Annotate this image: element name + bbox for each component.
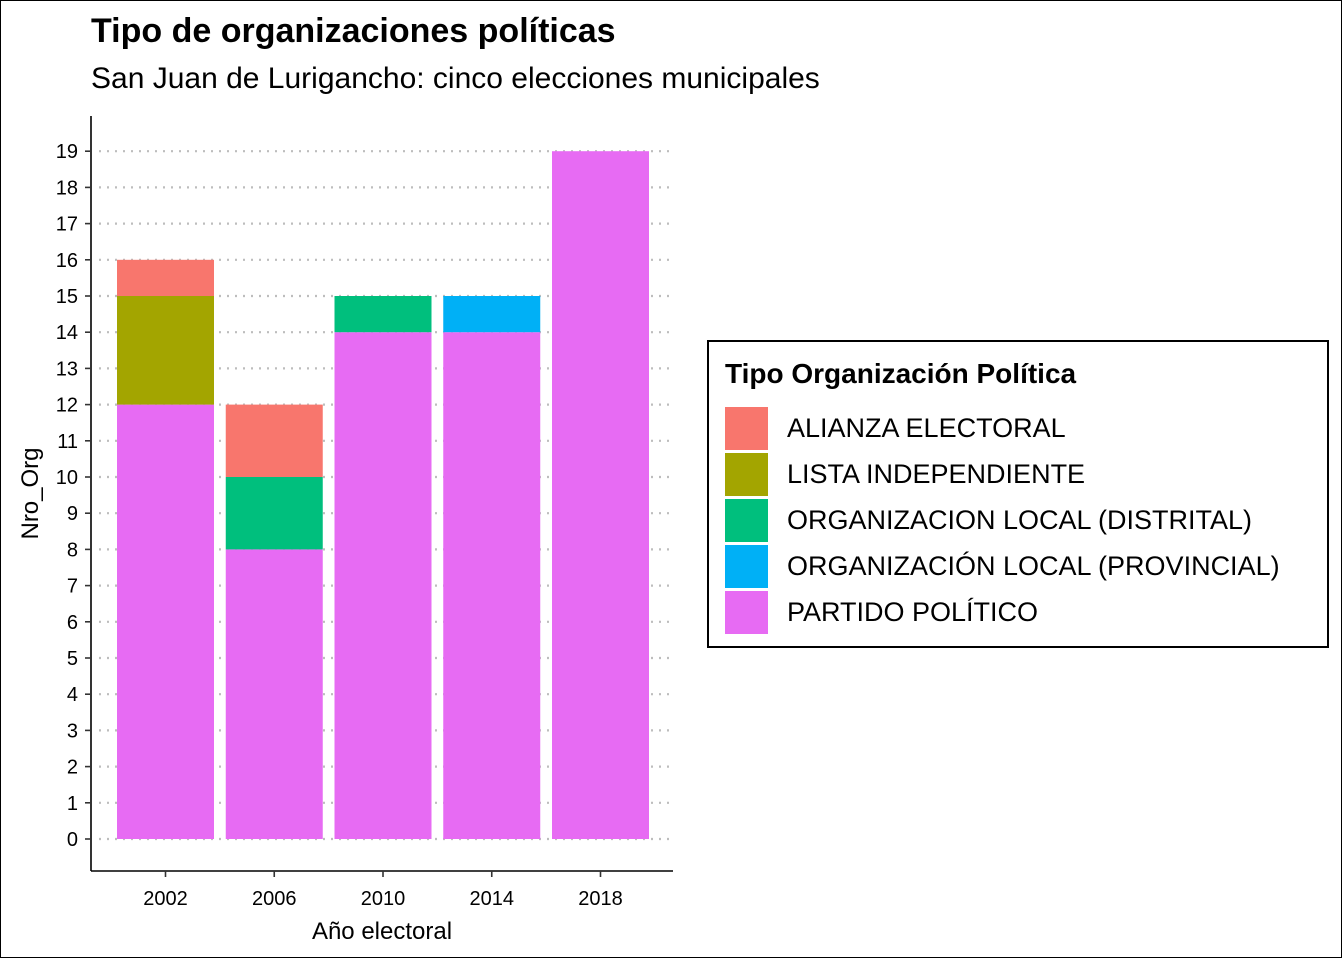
y-tick-label-9: 9 [67, 503, 78, 525]
y-tick-label-17: 17 [56, 214, 78, 236]
chart-subtitle: San Juan de Lurigancho: cinco elecciones… [91, 62, 820, 95]
legend-label: PARTIDO POLÍTICO [787, 596, 1039, 627]
y-tick-label-3: 3 [67, 720, 78, 742]
x-tick-label-2010: 2010 [361, 888, 406, 910]
y-tick-label-18: 18 [56, 177, 78, 199]
y-tick-label-6: 6 [67, 612, 78, 634]
y-tick-label-13: 13 [56, 358, 78, 380]
bar-2002-partido-pol-tico [117, 404, 214, 839]
legend-label: ORGANIZACIÓN LOCAL (PROVINCIAL) [787, 550, 1280, 581]
legend-key [725, 590, 768, 634]
y-tick-label-0: 0 [67, 829, 78, 851]
y-tick-label-12: 12 [56, 395, 78, 417]
y-tick-label-11: 11 [57, 431, 78, 453]
bar-2014-organizaci-n-local-provincial- [443, 296, 541, 333]
legend-label: ORGANIZACION LOCAL (DISTRITAL) [787, 504, 1253, 535]
legend-item: PARTIDO POLÍTICO [725, 590, 1038, 634]
legend-item: ORGANIZACION LOCAL (DISTRITAL) [725, 498, 1252, 542]
y-tick-label-8: 8 [67, 539, 78, 561]
y-tick-label-19: 19 [56, 141, 78, 163]
legend: Tipo Organización Política ALIANZA ELECT… [707, 340, 1329, 648]
legend-key [725, 452, 768, 496]
x-tick-label-2002: 2002 [143, 888, 188, 910]
y-tick-label-16: 16 [56, 250, 78, 272]
x-axis-title: Año electoral [312, 918, 452, 945]
bar-2010-partido-pol-tico [334, 332, 432, 839]
y-tick-label-2: 2 [67, 757, 78, 779]
legend-item: LISTA INDEPENDIENTE [725, 452, 1085, 496]
legend-item: ORGANIZACIÓN LOCAL (PROVINCIAL) [725, 544, 1280, 588]
x-tick-label-2014: 2014 [470, 888, 515, 910]
bar-2014-partido-pol-tico [443, 332, 541, 839]
y-axis-title: Nro_Org [17, 447, 44, 539]
bar-2002-alianza-electoral [117, 259, 214, 296]
y-tick-label-5: 5 [67, 648, 78, 670]
bar-2006-partido-pol-tico [225, 549, 323, 839]
bar-2002-lista-independiente [117, 296, 214, 405]
legend-key [725, 498, 768, 542]
legend-key [725, 544, 768, 588]
legend-label: LISTA INDEPENDIENTE [787, 458, 1086, 489]
x-tick-label-2006: 2006 [252, 888, 297, 910]
chart-title: Tipo de organizaciones políticas [91, 12, 616, 50]
bar-2018-partido-pol-tico [552, 151, 649, 839]
y-tick-label-4: 4 [67, 684, 78, 706]
x-tick-label-2018: 2018 [578, 888, 623, 910]
bar-2006-organizacion-local-distrital- [225, 477, 323, 550]
legend-label: ALIANZA ELECTORAL [787, 412, 1066, 443]
y-tick-label-14: 14 [56, 322, 78, 344]
bar-2006-alianza-electoral [225, 404, 323, 477]
y-tick-label-1: 1 [67, 793, 78, 815]
bar-2010-organizacion-local-distrital- [334, 296, 432, 333]
legend-item: ALIANZA ELECTORAL [725, 406, 1066, 450]
legend-title: Tipo Organización Política [725, 358, 1077, 389]
y-tick-label-7: 7 [67, 576, 78, 598]
y-tick-label-10: 10 [56, 467, 78, 489]
legend-key [725, 406, 768, 450]
y-tick-label-15: 15 [56, 286, 78, 308]
